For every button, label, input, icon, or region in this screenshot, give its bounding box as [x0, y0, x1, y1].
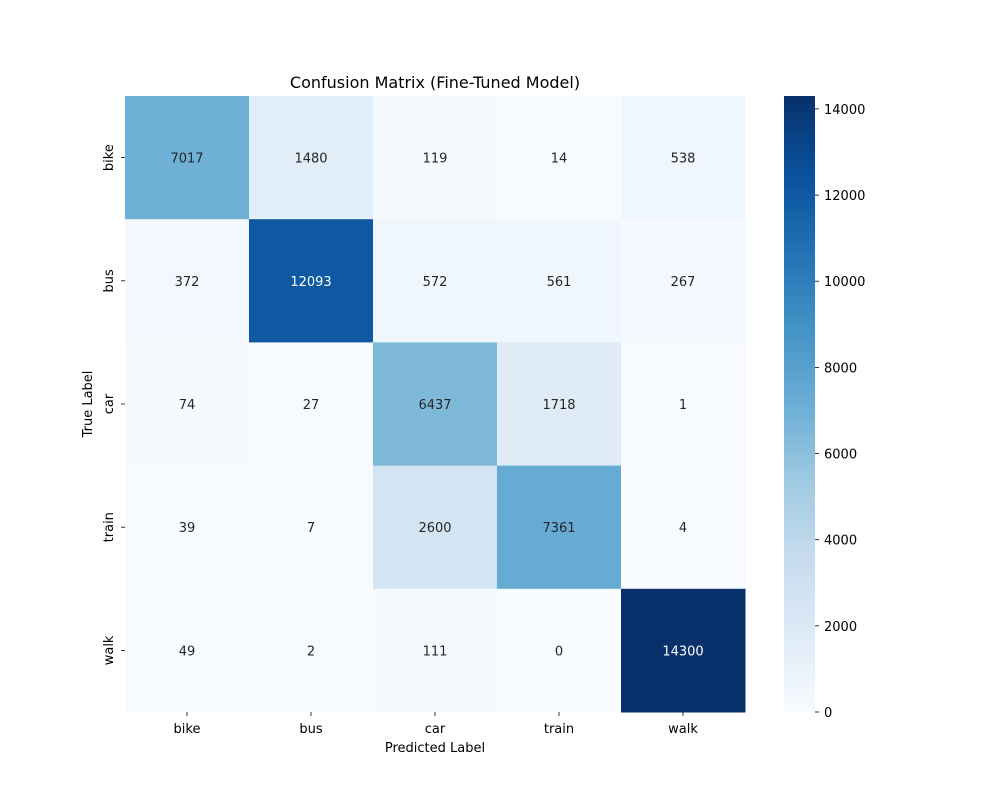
heatmap-cell — [497, 342, 622, 467]
heatmap-cell — [621, 342, 746, 467]
x-tick-label: train — [544, 722, 574, 737]
colorbar-tick-label: 0 — [824, 706, 832, 721]
chart-title: Confusion Matrix (Fine-Tuned Model) — [290, 73, 580, 92]
cell-value-label: 372 — [175, 275, 200, 290]
cell-value-label: 267 — [671, 275, 696, 290]
y-tick-label: walk — [102, 635, 117, 665]
heatmap-cell — [621, 219, 746, 343]
heatmap-cell — [373, 96, 498, 220]
heatmap-cell — [249, 342, 374, 467]
heatmap-cell — [497, 588, 622, 713]
x-axis-label: Predicted Label — [385, 741, 485, 756]
y-axis-ticks: bike bus car train walk — [102, 144, 125, 665]
cell-value-label: 4 — [679, 521, 687, 536]
x-tick-label: bike — [174, 722, 201, 737]
colorbar-tick-label: 12000 — [824, 189, 865, 204]
y-tick-label: bike — [102, 144, 117, 171]
heatmap-cell — [125, 96, 250, 220]
cell-value-label: 7 — [307, 521, 315, 536]
colorbar-tick-label: 8000 — [824, 361, 857, 376]
cell-value-label: 6437 — [418, 398, 451, 413]
heatmap-cell — [125, 465, 250, 590]
heatmap-cell — [249, 465, 374, 590]
cell-value-label: 572 — [423, 275, 448, 290]
x-axis-ticks: bike bus car train walk — [174, 712, 698, 737]
cell-value-label: 14 — [551, 152, 568, 167]
y-tick-label: train — [102, 512, 117, 542]
heatmap-cell — [373, 465, 498, 590]
colorbar-gradient — [784, 96, 815, 712]
cell-value-label: 49 — [179, 644, 196, 659]
cell-value-label: 111 — [423, 644, 448, 659]
heatmap-cell — [249, 588, 374, 713]
heatmap-cell — [621, 588, 746, 713]
x-tick-label: car — [425, 722, 446, 737]
cell-value-label: 74 — [179, 398, 196, 413]
x-tick-label: bus — [299, 722, 322, 737]
colorbar-tick-label: 14000 — [824, 103, 865, 118]
heatmap-cell — [373, 219, 498, 343]
heatmap-cell — [497, 96, 622, 220]
heatmap-cell — [621, 96, 746, 220]
colorbar-tick-label: 2000 — [824, 620, 857, 635]
cell-value-label: 27 — [303, 398, 320, 413]
cell-value-label: 7017 — [170, 152, 203, 167]
cell-value-label: 2600 — [418, 521, 451, 536]
cell-value-label: 7361 — [542, 521, 575, 536]
cell-value-label: 0 — [555, 644, 563, 659]
cell-value-label: 14300 — [662, 644, 703, 659]
y-tick-label: bus — [102, 269, 117, 292]
cell-value-label: 39 — [179, 521, 196, 536]
cell-value-label: 1480 — [294, 152, 327, 167]
cell-value-label: 12093 — [290, 275, 331, 290]
colorbar: 0 2000 4000 6000 8000 10000 12000 14000 — [784, 96, 865, 721]
heatmap-cell — [373, 342, 498, 467]
heatmap-cell — [125, 588, 250, 713]
heatmap-cell — [621, 465, 746, 590]
x-tick-label: walk — [668, 722, 698, 737]
heatmap-cell — [497, 219, 622, 343]
cell-value-label: 561 — [547, 275, 572, 290]
cell-value-label: 538 — [671, 152, 696, 167]
colorbar-tick-label: 10000 — [824, 275, 865, 290]
heatmap-cell — [125, 219, 250, 343]
cell-value-label: 1718 — [542, 398, 575, 413]
cell-value-label: 1 — [679, 398, 687, 413]
cell-value-label: 2 — [307, 644, 315, 659]
y-tick-label: car — [102, 393, 117, 414]
heatmap-cell — [249, 96, 374, 220]
heatmap-cell — [249, 219, 374, 343]
heatmap-cell — [373, 588, 498, 713]
heatmap-cell — [125, 342, 250, 467]
y-axis-label: True Label — [81, 371, 96, 439]
heatmap-cell — [497, 465, 622, 590]
colorbar-tick-label: 4000 — [824, 534, 857, 549]
cell-value-label: 119 — [423, 152, 448, 167]
colorbar-tick-label: 6000 — [824, 448, 857, 463]
